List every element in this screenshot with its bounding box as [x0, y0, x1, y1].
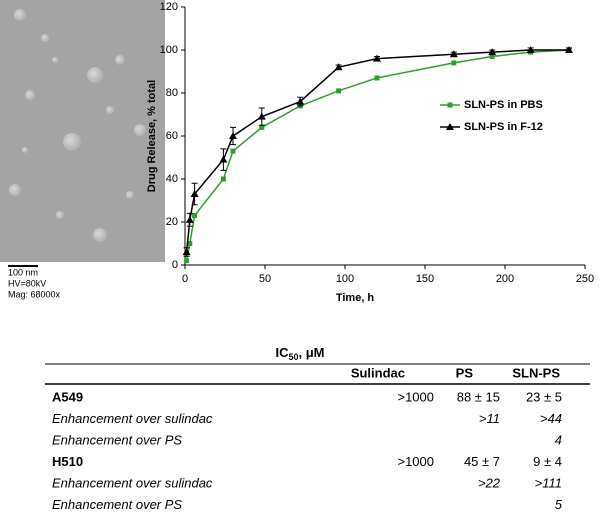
point [259, 124, 265, 130]
x-tick-label: 100 [336, 273, 354, 285]
table-cell: >111 [535, 475, 562, 490]
caption: 100 nm [8, 267, 38, 277]
table-cell: >11 [479, 411, 500, 426]
x-axis-label: Time, h [336, 292, 375, 304]
point [185, 215, 194, 223]
point [257, 112, 266, 120]
point [230, 148, 236, 154]
point [296, 97, 305, 105]
point [565, 46, 573, 53]
x-tick-label: 50 [259, 273, 271, 285]
table-cell: >22 [478, 475, 501, 490]
table-cell: A549 [52, 389, 83, 404]
y-tick-label: 60 [166, 130, 178, 142]
y-axis-label: Drug Release, % total [146, 80, 158, 192]
x-tick-label: 250 [576, 273, 594, 285]
point [334, 63, 343, 71]
point [336, 88, 342, 94]
point [219, 155, 228, 163]
point [229, 132, 237, 139]
table-cell: Enhancement over PS [52, 432, 182, 447]
point [182, 248, 191, 256]
table-header: SLN-PS [512, 365, 560, 380]
point [449, 50, 458, 58]
x-tick-label: 0 [182, 273, 188, 285]
y-tick-label: 100 [160, 44, 178, 56]
point [526, 46, 535, 53]
point [374, 75, 380, 81]
legend-label: SLN-PS in PBS [464, 99, 543, 111]
y-tick-label: 40 [166, 173, 178, 185]
y-tick-label: 20 [166, 216, 178, 228]
table-title-sub: 50 [288, 352, 298, 362]
x-tick-label: 150 [416, 273, 434, 285]
y-tick-label: 120 [160, 1, 178, 13]
point [373, 54, 381, 62]
micrograph [0, 0, 165, 267]
table-header: PS [456, 365, 474, 380]
table-cell: 9 ± 4 [533, 454, 562, 469]
point [190, 190, 199, 198]
table-cell: 23 ± 5 [526, 389, 562, 404]
point [488, 48, 497, 56]
point [220, 176, 226, 182]
series-line [185, 49, 570, 261]
y-tick-label: 0 [172, 259, 178, 271]
point [489, 53, 495, 59]
table-header: Sulindac [351, 365, 405, 380]
caption: Mag: 68000x [8, 289, 61, 299]
table-cell: >44 [540, 411, 562, 426]
table-title-main: IC [275, 345, 289, 360]
table-cell: >1000 [397, 389, 434, 404]
legend-marker [446, 123, 454, 130]
x-tick-label: 200 [496, 273, 514, 285]
table-title-unit: , μM [299, 345, 325, 360]
point [184, 258, 190, 264]
table-cell: 5 [555, 497, 563, 512]
point [192, 213, 198, 219]
caption: HV=80kV [8, 278, 46, 288]
table-cell: Enhancement over sulindac [52, 411, 213, 426]
legend-label: SLN-PS in F-12 [464, 121, 543, 133]
y-tick-label: 80 [166, 87, 178, 99]
point [451, 60, 457, 66]
table-cell: >1000 [397, 454, 434, 469]
table-cell: 88 ± 15 [457, 389, 500, 404]
legend-marker [447, 102, 453, 108]
table-cell: 45 ± 7 [464, 454, 500, 469]
table-cell: Enhancement over PS [52, 497, 182, 512]
table-cell: 4 [555, 432, 562, 447]
point [187, 241, 193, 246]
table-cell: Enhancement over sulindac [52, 475, 213, 490]
table-title: IC50, μM [275, 345, 324, 362]
table-cell: H510 [52, 454, 83, 469]
